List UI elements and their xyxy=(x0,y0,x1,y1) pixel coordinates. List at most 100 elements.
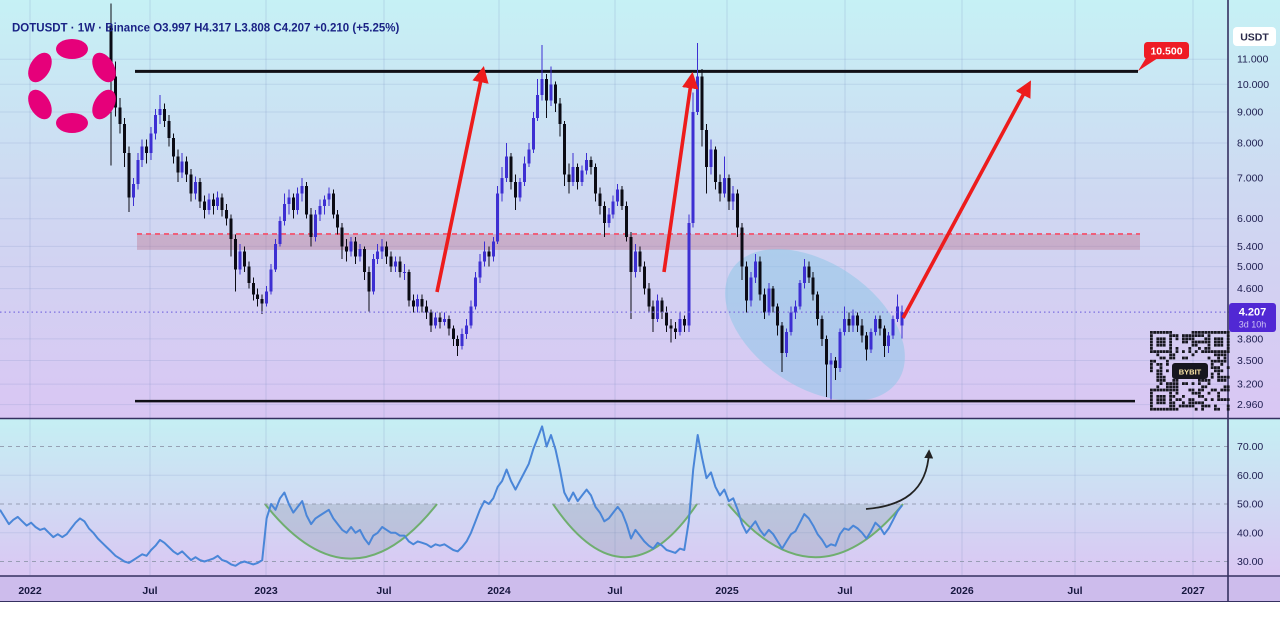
last-price-label[interactable]: 4.207 3d 10h xyxy=(1229,303,1276,332)
candle-body xyxy=(825,338,829,365)
time-tick-label[interactable]: 2025 xyxy=(715,585,739,597)
candle-body xyxy=(509,156,513,182)
time-tick-label[interactable]: Jul xyxy=(142,585,157,597)
candle-body xyxy=(709,149,713,168)
highlight-ellipse[interactable] xyxy=(697,218,932,433)
time-tick-label[interactable]: Jul xyxy=(837,585,852,597)
candle-body xyxy=(118,107,122,124)
candle-body xyxy=(220,197,224,211)
support-resistance-lines[interactable] xyxy=(135,69,1138,403)
supply-zone-fill[interactable] xyxy=(137,234,1140,250)
indicator-tick-label[interactable]: 70.00 xyxy=(1237,441,1263,453)
trend-arrow[interactable] xyxy=(901,80,1031,319)
indicator-tick-label[interactable]: 60.00 xyxy=(1237,470,1263,482)
rsi-pane xyxy=(0,425,1228,567)
supply-zone[interactable] xyxy=(137,233,1140,250)
candle-body xyxy=(767,288,771,313)
candle-body xyxy=(345,246,349,252)
candle-body xyxy=(860,325,864,336)
candle-body xyxy=(496,193,500,242)
price-tick-label[interactable]: 5.000 xyxy=(1237,261,1263,273)
price-tick-label[interactable]: 7.000 xyxy=(1237,173,1263,185)
target-price-label[interactable]: 10.500 xyxy=(1138,42,1189,71)
candle-body xyxy=(162,109,166,121)
trend-arrow[interactable] xyxy=(662,71,699,273)
candle-body xyxy=(287,197,291,204)
candle-body xyxy=(171,138,175,157)
time-tick-label[interactable]: 2024 xyxy=(487,585,511,597)
candle-body xyxy=(340,227,344,247)
polkadot-dot xyxy=(92,52,116,83)
candle-body xyxy=(865,335,869,350)
candle-body xyxy=(300,185,304,194)
candle-body xyxy=(380,246,384,252)
indicator-tick-label[interactable]: 40.00 xyxy=(1237,527,1263,539)
candle-body xyxy=(838,332,842,369)
cup-arc[interactable] xyxy=(552,503,698,558)
rsi-curved-arrow[interactable] xyxy=(865,449,934,510)
accumulation-ellipse[interactable] xyxy=(697,218,932,433)
candle-body xyxy=(696,76,700,112)
candle-body xyxy=(718,181,722,194)
candle-body xyxy=(873,318,877,333)
time-axis[interactable]: 2022 Jul 2023 Jul 2024 Jul 2025 Jul 2026 Jul 2027 xyxy=(18,585,1205,597)
candle-body xyxy=(376,251,380,259)
candle-body xyxy=(753,261,757,278)
price-tick-label[interactable]: 5.400 xyxy=(1237,241,1263,253)
price-tick-label[interactable]: 6.000 xyxy=(1237,213,1263,225)
price-tick-label[interactable]: 11.000 xyxy=(1237,54,1268,66)
candle-body xyxy=(576,167,580,182)
price-axis[interactable]: 11.000 10.000 9.000 8.000 7.000 6.000 5.400 5.0… xyxy=(1237,54,1269,568)
price-tick-label[interactable]: 3.800 xyxy=(1237,333,1263,345)
candle-body xyxy=(665,312,669,326)
candle-body xyxy=(802,266,806,283)
candle-body xyxy=(820,318,824,339)
candle-body xyxy=(389,256,393,267)
candle-body xyxy=(869,332,873,350)
polkadot-logo xyxy=(28,39,116,133)
candle-body xyxy=(616,189,620,202)
indicator-tick-label[interactable]: 50.00 xyxy=(1237,499,1263,511)
time-tick-label[interactable]: 2022 xyxy=(18,585,42,597)
candle-body xyxy=(358,248,362,257)
candle-body xyxy=(131,183,135,198)
time-tick-label[interactable]: 2027 xyxy=(1181,585,1205,597)
cup-arc[interactable] xyxy=(264,503,438,560)
price-tick-label[interactable]: 3.500 xyxy=(1237,355,1263,367)
candle-body xyxy=(682,318,686,326)
candle-body xyxy=(327,193,331,200)
trend-arrow[interactable] xyxy=(435,65,489,293)
price-tick-label[interactable]: 4.600 xyxy=(1237,283,1263,295)
time-tick-label[interactable]: Jul xyxy=(1067,585,1082,597)
candle-body xyxy=(194,181,198,194)
candle-body xyxy=(265,291,269,304)
breakout-curved-arrow[interactable] xyxy=(865,449,934,510)
candle-body xyxy=(807,266,811,278)
price-tick-label[interactable]: 8.000 xyxy=(1237,137,1263,149)
candle-body xyxy=(762,294,766,313)
candle-body xyxy=(585,159,589,171)
time-tick-label[interactable]: Jul xyxy=(607,585,622,597)
candle-body xyxy=(678,318,682,333)
candle-body xyxy=(629,236,633,272)
candle-body xyxy=(691,112,695,224)
time-tick-label[interactable]: 2023 xyxy=(254,585,278,597)
indicator-tick-label[interactable]: 30.00 xyxy=(1237,556,1263,568)
candle-body xyxy=(607,214,611,224)
price-tick-label[interactable]: 2.960 xyxy=(1237,399,1263,411)
price-tick-label[interactable]: 3.200 xyxy=(1237,379,1263,391)
currency-badge[interactable]: USDT xyxy=(1233,27,1276,46)
candle-body xyxy=(478,261,482,278)
candle-body xyxy=(282,203,286,221)
time-tick-label[interactable]: Jul xyxy=(376,585,391,597)
trend-arrows[interactable] xyxy=(435,65,1031,319)
candle-body xyxy=(149,133,153,154)
candlestick-series xyxy=(109,3,904,400)
price-tick-label[interactable]: 10.000 xyxy=(1237,79,1269,91)
time-tick-label[interactable]: 2026 xyxy=(950,585,974,597)
price-tick-label[interactable]: 9.000 xyxy=(1237,107,1263,119)
time-axis-strip[interactable] xyxy=(0,576,1280,602)
candle-body xyxy=(567,174,571,182)
candle-body xyxy=(656,300,660,319)
